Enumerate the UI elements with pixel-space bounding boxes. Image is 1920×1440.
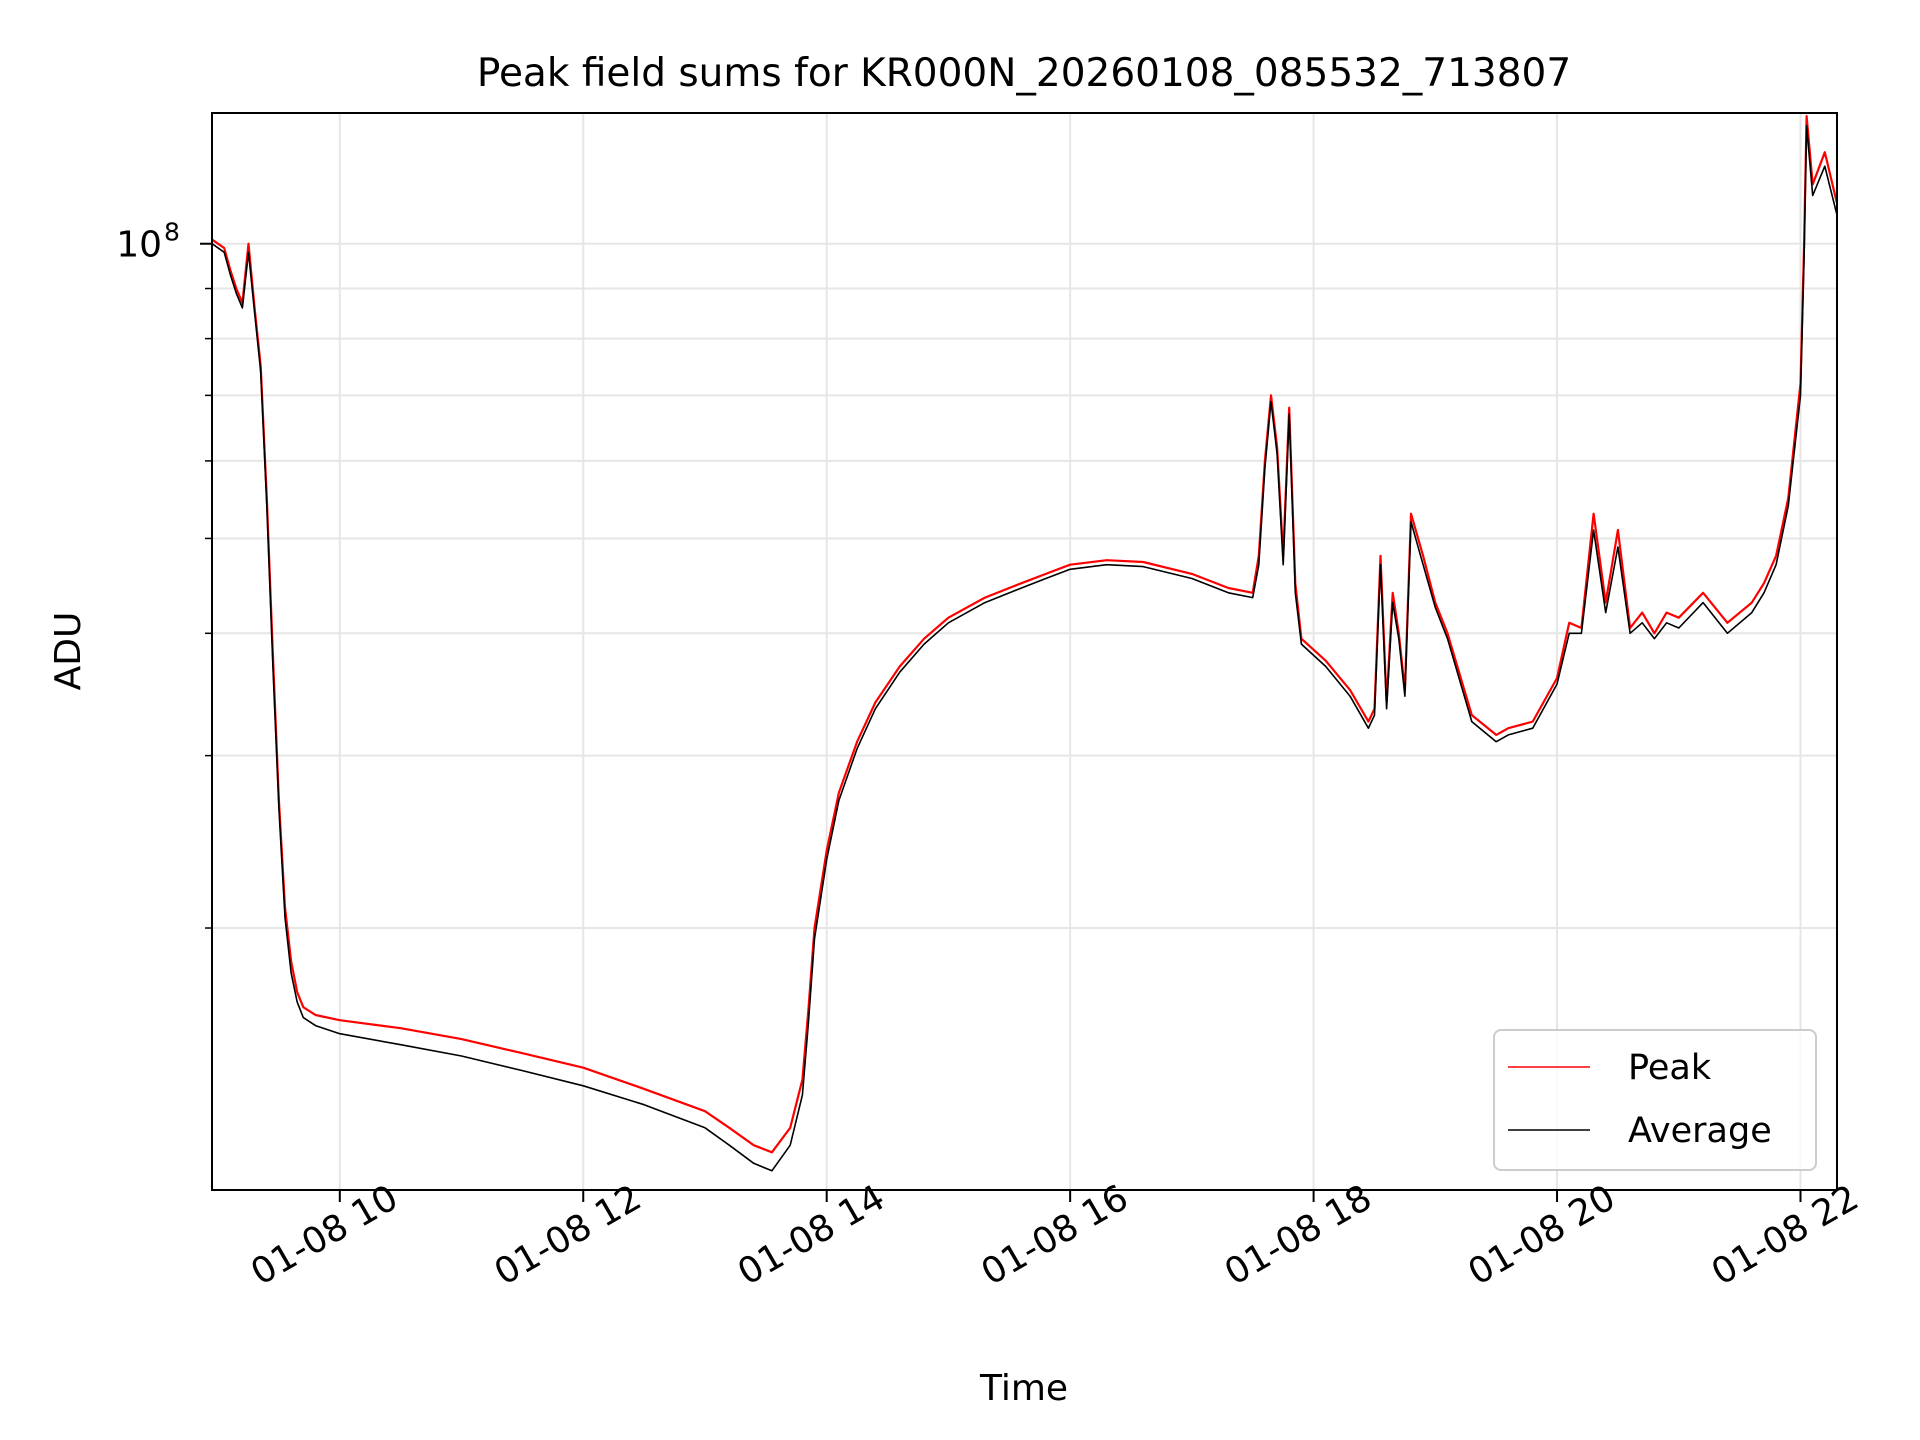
y-tick-label-exponent: 8	[164, 218, 180, 247]
series-line-average	[212, 124, 1837, 1172]
legend-peak-label: Peak	[1628, 1048, 1712, 1088]
plot-frame	[211, 112, 1838, 1191]
legend-box	[1493, 1029, 1817, 1171]
legend: Peak Average	[1493, 1029, 1817, 1171]
chart-title: Peak field sums for KR000N_20260108_0855…	[477, 51, 1571, 96]
x-axis-label: Time	[979, 1368, 1068, 1409]
legend-average-label: Average	[1628, 1111, 1772, 1151]
y-tick-label-base: 10	[116, 225, 162, 266]
series-lines	[212, 114, 1837, 1172]
y-axis-label: ADU	[48, 612, 89, 691]
grid	[212, 113, 1837, 1190]
